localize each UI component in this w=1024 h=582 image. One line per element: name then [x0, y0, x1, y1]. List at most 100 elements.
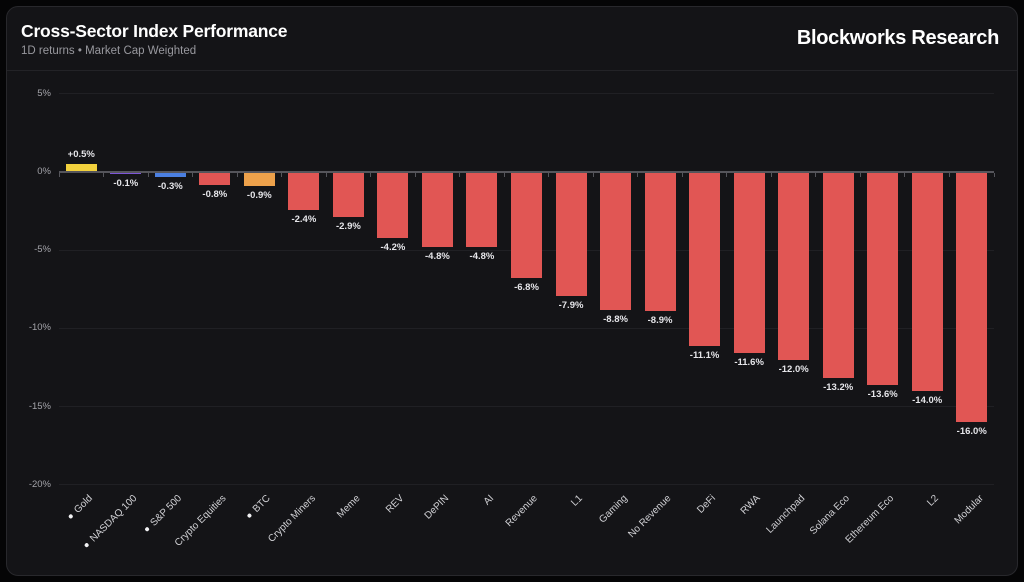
bar-value-label: -16.0% [956, 426, 987, 438]
chart-bar[interactable] [911, 172, 943, 391]
chart-bar[interactable] [555, 172, 587, 296]
chart-bar[interactable] [644, 172, 676, 312]
x-category-label-text: Meme [334, 493, 363, 521]
x-category-label: Launchpad [765, 493, 808, 536]
chart-bar[interactable] [822, 172, 854, 379]
x-category-label-text: DePIN [422, 493, 452, 522]
x-axis-tick [192, 173, 194, 177]
bar-value-label: -14.0% [912, 394, 943, 406]
chart-bar[interactable] [867, 172, 899, 385]
x-category-label: DePIN [423, 493, 452, 522]
x-axis-tick [904, 173, 906, 177]
x-axis-tick [147, 173, 149, 177]
bar-value-label: -2.4% [291, 213, 317, 225]
chart-bar[interactable] [421, 172, 453, 248]
bar-chart: 5% 0% -5% -10% -15% -20% +0.5% Gold -0.1% NASDAQ … [7, 7, 1017, 575]
x-category-label-text: RWA [739, 493, 763, 517]
x-category-label: RWA [739, 493, 763, 517]
x-category-label-text: Revenue [504, 493, 541, 530]
x-axis-tick [459, 173, 461, 177]
chart-subtitle: 1D returns • Market Cap Weighted [21, 45, 197, 57]
chart-bar[interactable] [733, 172, 765, 354]
x-category-label-text: AI [481, 493, 496, 508]
chart-header: Cross-Sector Index Performance 1D return… [7, 7, 1017, 71]
x-category-label-text: L2 [925, 493, 941, 509]
bar-value-label: -11.1% [689, 349, 720, 361]
x-axis-tick [236, 173, 238, 177]
x-category-label: Gold [66, 493, 95, 522]
benchmark-dot [144, 526, 150, 533]
chart-bar[interactable] [956, 172, 988, 423]
x-axis-tick [325, 173, 327, 177]
x-category-label: No Revenue [627, 493, 674, 540]
x-category-label-text: BTC [251, 493, 274, 515]
x-category-label: REV [384, 493, 406, 515]
y-axis-tick-label: 0% [37, 166, 51, 177]
x-category-label-text: S&P 500 [148, 493, 185, 529]
x-axis-tick [770, 173, 772, 177]
bar-value-label: -12.0% [778, 363, 809, 375]
bar-value-label: -2.9% [335, 221, 361, 233]
gridline [59, 327, 994, 329]
chart-bar[interactable] [511, 172, 542, 279]
bar-value-label: -0.8% [202, 188, 228, 200]
x-category-label-text: REV [384, 493, 407, 516]
x-category-label: Meme [335, 493, 362, 520]
x-category-label-text: Crypto Miners [265, 493, 318, 545]
x-axis-tick [103, 173, 105, 177]
gridline [59, 406, 994, 408]
y-axis-tick-label: -15% [28, 400, 51, 412]
x-axis-tick [414, 173, 416, 177]
chart-bar[interactable] [377, 172, 409, 238]
chart-bar[interactable] [199, 172, 231, 185]
bar-value-label: -4.8% [469, 251, 495, 263]
benchmark-dot [68, 513, 74, 520]
bar-value-label: -7.9% [558, 299, 584, 311]
x-category-label-text: DeFi [695, 493, 719, 516]
chart-bar[interactable] [243, 172, 275, 187]
bar-value-label: -13.6% [867, 388, 898, 400]
x-axis-tick [681, 173, 683, 177]
brand-wordmark: Blockworks Research [796, 27, 999, 49]
x-axis-tick [859, 173, 861, 177]
x-category-label-text: Solana Eco [807, 493, 852, 537]
y-axis-tick-label: -20% [28, 478, 51, 490]
x-axis-tick [637, 173, 639, 177]
bar-value-label: -0.9% [246, 190, 272, 202]
x-axis-line [59, 171, 994, 173]
x-category-label-text: Launchpad [764, 493, 808, 536]
gridline [59, 93, 994, 95]
bar-value-label: -0.1% [113, 177, 139, 189]
chart-bar[interactable] [600, 172, 632, 310]
bar-value-label: -6.8% [514, 282, 539, 294]
x-category-label: S&P 500 [142, 493, 184, 535]
chart-bar[interactable] [332, 172, 364, 218]
bar-value-label: -4.2% [380, 241, 406, 253]
x-axis-tick [58, 173, 60, 177]
x-axis-tick [592, 173, 594, 177]
x-axis-tick [948, 173, 950, 177]
chart-card: Cross-Sector Index Performance 1D return… [6, 6, 1018, 576]
x-axis-tick [503, 173, 505, 177]
chart-bar[interactable] [288, 172, 320, 210]
chart-title: Cross-Sector Index Performance [21, 21, 288, 41]
x-axis-tick [726, 173, 728, 177]
benchmark-dot [246, 512, 253, 519]
chart-bar[interactable] [778, 172, 810, 360]
x-category-label: BTC [245, 493, 273, 521]
chart-bar[interactable] [154, 172, 186, 177]
x-category-label: Revenue [504, 493, 540, 529]
bar-value-label: -0.3% [157, 180, 183, 192]
y-axis-tick-label: -10% [28, 322, 51, 334]
chart-bar[interactable] [466, 172, 498, 248]
x-axis-tick [370, 173, 372, 177]
x-axis-tick [548, 173, 550, 177]
y-axis-tick-label: -5% [34, 244, 51, 256]
x-axis-tick [993, 173, 995, 177]
x-axis-tick [815, 173, 817, 177]
chart-bar[interactable] [65, 164, 97, 172]
chart-bar[interactable] [689, 172, 721, 346]
x-category-label-text: Gaming [596, 493, 630, 526]
x-category-label-text: L1 [569, 493, 585, 509]
bar-value-label: +0.5% [67, 149, 95, 161]
